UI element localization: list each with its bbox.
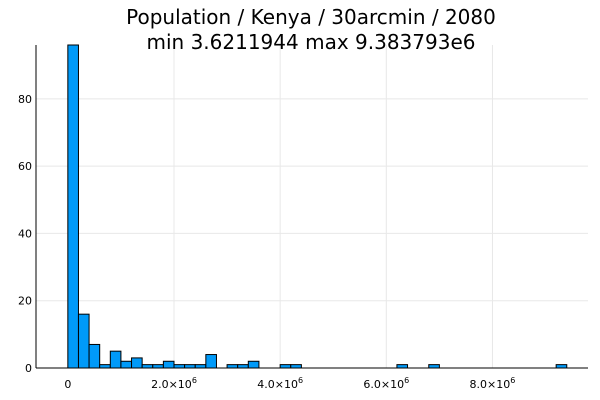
chart-title: Population / Kenya / 30arcmin / 2080	[126, 5, 496, 29]
histogram-bar	[194, 364, 207, 369]
y-tick-label: 20	[18, 295, 32, 308]
histogram-bar	[162, 360, 175, 369]
histogram-bar	[290, 364, 302, 369]
histogram-bar	[279, 364, 292, 369]
histogram-bar	[131, 357, 143, 369]
histogram-bar	[99, 364, 111, 369]
histogram-bar	[173, 364, 186, 369]
x-tick-label: 2.0×106	[151, 376, 197, 391]
histogram-bar	[237, 364, 249, 369]
histogram-bar	[226, 364, 239, 369]
x-tick-label: 6.0×106	[363, 376, 409, 391]
histogram-bar	[141, 364, 154, 369]
histogram-bar	[109, 350, 122, 369]
y-tick-label: 40	[18, 227, 32, 240]
histogram-bar	[247, 360, 260, 369]
histogram-bar	[88, 343, 101, 369]
histogram-bar	[77, 313, 90, 369]
y-tick-labels: 0 20 40 60 80	[18, 93, 32, 375]
histogram-bar	[428, 364, 440, 369]
x-tick-label: 8.0×106	[470, 376, 516, 391]
x-tick-label: 4.0×106	[257, 376, 303, 391]
histogram-bars	[67, 44, 568, 369]
histogram-bar	[152, 364, 164, 369]
histogram-bar	[67, 44, 79, 369]
x-tick-label: 0	[64, 378, 71, 391]
y-tick-label: 80	[18, 93, 32, 106]
histogram-bar	[396, 364, 409, 369]
histogram-bar	[120, 360, 133, 369]
histogram-bar	[205, 354, 217, 369]
x-tick-labels: 0 2.0×106 4.0×106 6.0×106 8.0×106	[64, 376, 515, 391]
histogram-bar	[184, 364, 196, 369]
y-tick-label: 60	[18, 160, 32, 173]
y-tick-label: 0	[25, 362, 32, 375]
grid-lines	[36, 45, 588, 369]
chart-subtitle: min 3.6211944 max 9.383793e6	[147, 30, 476, 54]
histogram-bar	[555, 364, 568, 369]
